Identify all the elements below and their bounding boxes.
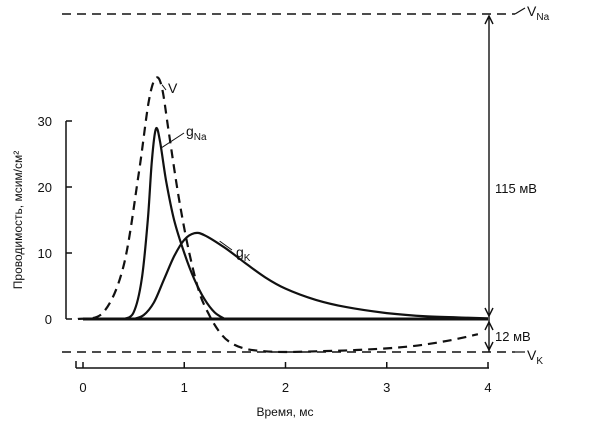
x-axis-title: Время, мс (256, 405, 313, 419)
label-leader (219, 240, 233, 251)
measure-arrow (484, 341, 494, 352)
label-leader (161, 132, 185, 148)
axes: 0 10 20 30 Проводимость, мсим/см² 0 1 2 3 4 Время,… (11, 14, 494, 419)
x-tick-label: 4 (484, 380, 491, 395)
reference-lines (62, 7, 526, 353)
series-gNa (122, 127, 226, 321)
measure-annotation: 12 мВ (495, 329, 531, 344)
curve-label-gK: gK (236, 244, 251, 264)
y-tick-label: 0 (45, 312, 52, 327)
y-axis-title: Проводимость, мсим/см² (11, 151, 25, 289)
reference-connector (514, 7, 526, 15)
measure-annotation: 115 мВ (495, 181, 537, 196)
series-layer (77, 76, 489, 354)
measure-arrow (484, 320, 494, 331)
series-V (77, 76, 479, 354)
measure-arrow (484, 14, 494, 25)
y-tick-label: 20 (38, 180, 52, 195)
curve-label-V: V (168, 80, 178, 96)
x-tick-label: 0 (79, 380, 86, 395)
reference-label: VNa (527, 3, 550, 23)
x-tick-label: 1 (181, 380, 188, 395)
series-gK (133, 231, 489, 321)
label-leader (161, 84, 167, 91)
reference-label: VK (527, 347, 543, 367)
x-tick-label: 3 (383, 380, 390, 395)
y-tick-label: 10 (38, 246, 52, 261)
curve-label-gNa: gNa (186, 123, 207, 143)
x-tick-label: 2 (282, 380, 289, 395)
y-tick-label: 30 (38, 114, 52, 129)
measure-arrow (484, 307, 494, 318)
